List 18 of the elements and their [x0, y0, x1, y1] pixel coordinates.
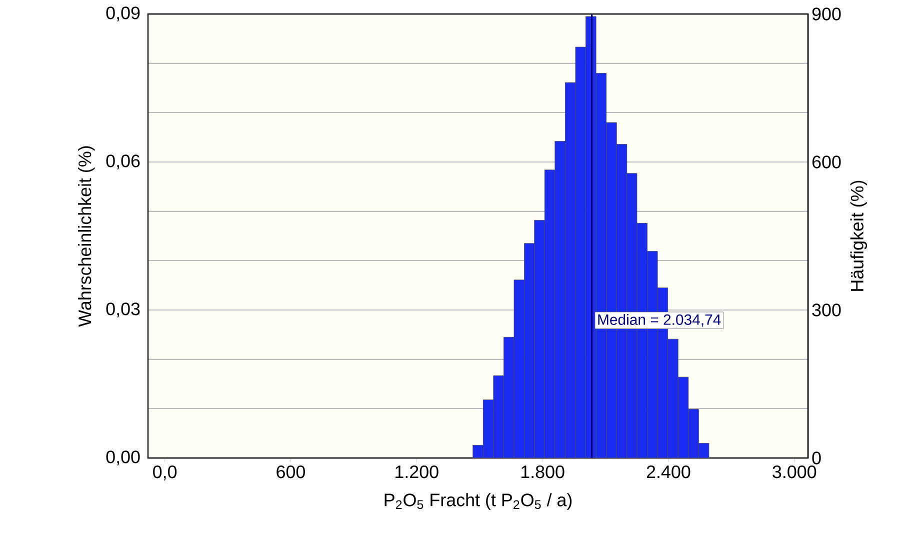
y-tick-label: 0,03: [106, 302, 140, 318]
y-tick-label: 0,09: [106, 6, 140, 22]
y-axis-title: Wahrscheinlichkeit (%): [78, 146, 95, 327]
y2-tick-label: 600: [812, 156, 841, 168]
y-tick-label: 0,00: [106, 450, 140, 466]
y2-tick-label: 900: [812, 8, 841, 20]
text: P$_{2}$O$_{5}$ Fracht (t P$_{2}$O$_{5}$ / a): [384, 493, 572, 510]
x-tick-label: 3.000: [772, 465, 816, 478]
x-tick-label: 0,0: [153, 465, 177, 480]
x-tick-label: 600: [276, 465, 305, 478]
x-tick-label: 2.400: [646, 465, 690, 478]
y2-axis-title: Häufigkeit (%): [850, 180, 868, 291]
ref-line-label: Median = 2.034,74: [598, 314, 721, 327]
y2-tick-label: 0: [812, 452, 821, 464]
x-tick-label: 1.800: [521, 465, 564, 478]
x-tick-label: 1.200: [396, 465, 438, 478]
y2-tick-label: 300: [812, 304, 841, 316]
y-tick-label: 0,06: [106, 154, 140, 170]
